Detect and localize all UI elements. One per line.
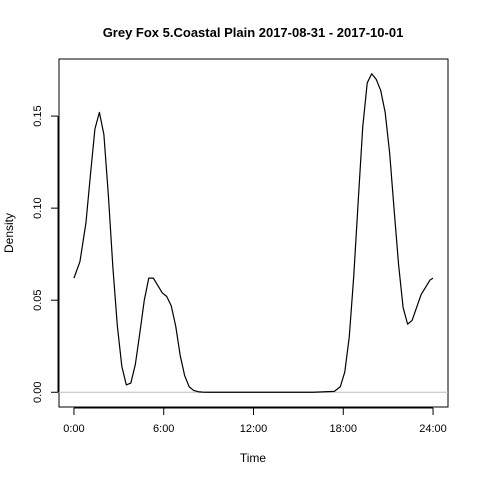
y-axis-label: Density — [2, 213, 16, 253]
x-tick-label-3: 18:00 — [330, 423, 358, 435]
plot-frame — [58, 58, 449, 408]
y-tick-label-0: 0.00 — [32, 382, 44, 403]
x-tick-label-1: 6:00 — [153, 423, 174, 435]
x-tick-label-0: 0:00 — [63, 423, 84, 435]
y-axis: 0.00 0.05 0.10 0.15 — [32, 105, 59, 403]
x-axis-label: Time — [240, 451, 267, 465]
x-tick-label-4: 24:00 — [419, 423, 447, 435]
y-tick-label-1: 0.05 — [32, 289, 44, 310]
x-axis: 0:00 6:00 12:00 18:00 24:00 — [63, 407, 447, 435]
chart-title: Grey Fox 5.Coastal Plain 2017-08-31 - 20… — [103, 25, 404, 40]
density-line-0 — [73, 73, 434, 393]
y-tick-label-3: 0.15 — [32, 105, 44, 126]
series-layer — [73, 73, 434, 393]
x-tick-label-2: 12:00 — [240, 423, 268, 435]
y-tick-label-2: 0.10 — [32, 197, 44, 218]
